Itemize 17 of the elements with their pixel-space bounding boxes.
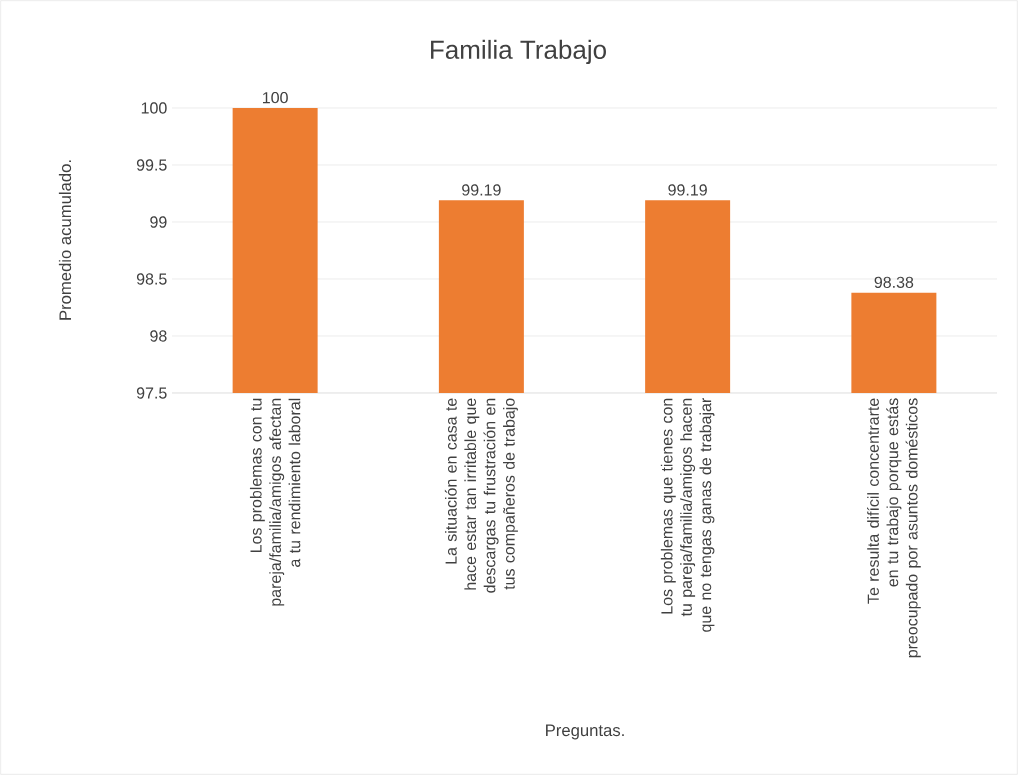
chart-title: Familia Trabajo bbox=[431, 39, 606, 65]
y-tick-label: 99 bbox=[150, 216, 167, 228]
data-label: 99.19 bbox=[462, 184, 501, 196]
x-tick-label: Los problemas que tienes con tu pareja/familia/amigos hacen que no tengas ganas de trabajar bbox=[660, 398, 715, 632]
x-tick-label: La situación en casa te hace estar tan irritable que descargas tu frustración en tus compañeros de trabajo bbox=[444, 398, 518, 593]
x-tick-label: Te resulta difícil concentrarte en tu trabajo porque estás preocupado por asuntos domésticos bbox=[867, 398, 921, 658]
x-axis-title: Preguntas. bbox=[546, 724, 624, 740]
y-tick-label: 98 bbox=[150, 330, 167, 342]
data-label: 100 bbox=[263, 91, 288, 104]
data-label: 99.19 bbox=[668, 184, 707, 196]
x-tick-label: Los problemas con tu pareja/familia/amigos afectan a tu rendimiento laboral bbox=[249, 398, 301, 606]
y-tick-label: 97.5 bbox=[136, 387, 167, 399]
y-axis-title: Promedio acumulado. bbox=[58, 160, 72, 320]
y-tick-label: 98.5 bbox=[136, 273, 167, 285]
y-tick-label: 100 bbox=[141, 102, 167, 114]
y-tick-label: 99.5 bbox=[136, 159, 167, 171]
data-label: 98.38 bbox=[874, 276, 914, 288]
